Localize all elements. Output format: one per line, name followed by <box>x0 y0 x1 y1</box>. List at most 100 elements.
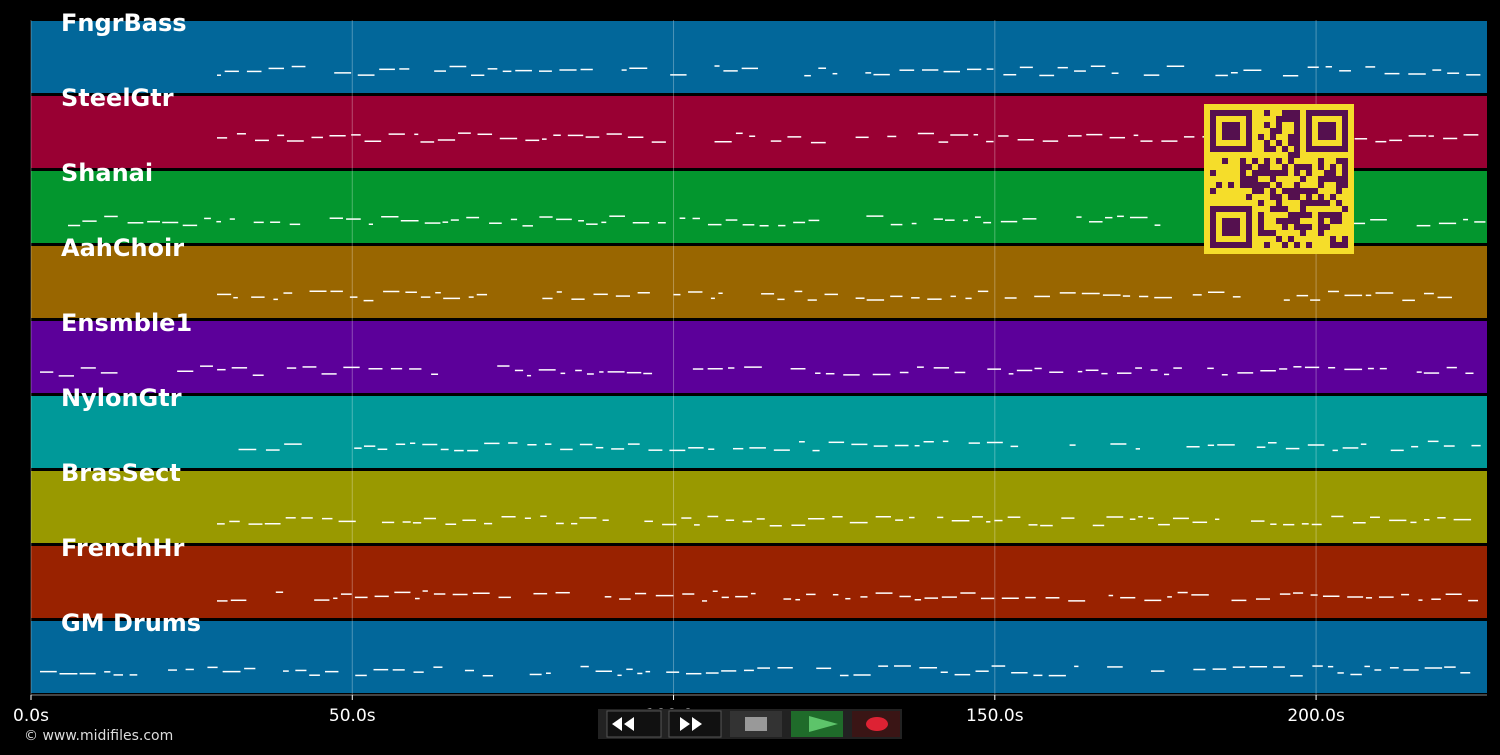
qr-module <box>1258 134 1264 140</box>
qr-module <box>1270 194 1276 200</box>
qr-module <box>1342 164 1348 170</box>
qr-module <box>1318 218 1324 224</box>
qr-module <box>1318 182 1324 188</box>
qr-module <box>1240 164 1246 170</box>
qr-module <box>1288 158 1294 164</box>
qr-module <box>1342 242 1348 248</box>
qr-module <box>1258 182 1264 188</box>
qr-module <box>1288 152 1294 158</box>
qr-module <box>1324 212 1330 218</box>
qr-module <box>1276 116 1282 122</box>
qr-module <box>1294 194 1300 200</box>
qr-finder <box>1222 122 1240 140</box>
play-button[interactable] <box>791 711 843 737</box>
qr-module <box>1282 110 1288 116</box>
qr-module <box>1246 194 1252 200</box>
qr-module <box>1318 158 1324 164</box>
qr-module <box>1252 182 1258 188</box>
qr-module <box>1294 152 1300 158</box>
qr-module <box>1318 200 1324 206</box>
qr-module <box>1276 122 1282 128</box>
qr-module <box>1264 164 1270 170</box>
qr-module <box>1294 182 1300 188</box>
track-band <box>31 471 1487 543</box>
qr-module <box>1324 200 1330 206</box>
qr-module <box>1282 218 1288 224</box>
qr-code <box>1204 104 1354 254</box>
qr-module <box>1282 206 1288 212</box>
qr-module <box>1276 206 1282 212</box>
qr-module <box>1294 128 1300 134</box>
qr-module <box>1300 212 1306 218</box>
qr-module <box>1264 122 1270 128</box>
track-label: Ensmble1 <box>61 309 192 337</box>
track-label: FngrBass <box>61 9 187 37</box>
qr-module <box>1330 218 1336 224</box>
qr-module <box>1282 146 1288 152</box>
qr-module <box>1264 140 1270 146</box>
track-label: GM Drums <box>61 609 201 637</box>
track-label: SteelGtr <box>61 84 174 112</box>
qr-module <box>1306 194 1312 200</box>
qr-module <box>1330 164 1336 170</box>
qr-module <box>1258 218 1264 224</box>
qr-module <box>1276 128 1282 134</box>
qr-module <box>1294 164 1300 170</box>
qr-module <box>1342 206 1348 212</box>
qr-module <box>1336 158 1342 164</box>
track-label: NylonGtr <box>61 384 182 412</box>
qr-finder <box>1318 122 1336 140</box>
qr-module <box>1294 116 1300 122</box>
qr-module <box>1294 140 1300 146</box>
rewind-button[interactable] <box>606 710 662 738</box>
qr-module <box>1258 170 1264 176</box>
qr-module <box>1324 176 1330 182</box>
qr-module <box>1312 188 1318 194</box>
qr-module <box>1330 176 1336 182</box>
grid <box>30 20 1317 695</box>
qr-module <box>1330 194 1336 200</box>
qr-module <box>1294 212 1300 218</box>
qr-module <box>1282 170 1288 176</box>
qr-module <box>1300 176 1306 182</box>
fast-forward-button[interactable] <box>668 710 722 738</box>
qr-module <box>1270 206 1276 212</box>
qr-module <box>1210 170 1216 176</box>
qr-module <box>1270 230 1276 236</box>
qr-module <box>1270 128 1276 134</box>
transport-controls <box>598 709 902 739</box>
qr-module <box>1300 224 1306 230</box>
qr-module <box>1240 176 1246 182</box>
qr-module <box>1288 140 1294 146</box>
qr-module <box>1276 158 1282 164</box>
track-band <box>31 546 1487 618</box>
record-button[interactable] <box>852 711 900 737</box>
qr-module <box>1258 164 1264 170</box>
qr-module <box>1342 176 1348 182</box>
qr-module <box>1342 170 1348 176</box>
qr-module <box>1336 188 1342 194</box>
qr-module <box>1264 182 1270 188</box>
track-band <box>31 21 1487 93</box>
qr-module <box>1240 158 1246 164</box>
qr-module <box>1288 212 1294 218</box>
qr-module <box>1330 212 1336 218</box>
qr-module <box>1306 170 1312 176</box>
qr-module <box>1264 170 1270 176</box>
track-band <box>31 321 1487 393</box>
qr-module <box>1294 170 1300 176</box>
qr-module <box>1270 188 1276 194</box>
tick-label: 0.0s <box>13 706 49 726</box>
qr-module <box>1312 200 1318 206</box>
qr-module <box>1336 212 1342 218</box>
qr-module <box>1336 242 1342 248</box>
stop-button[interactable] <box>730 711 782 737</box>
track-band <box>31 621 1487 693</box>
qr-module <box>1288 194 1294 200</box>
qr-module <box>1222 158 1228 164</box>
qr-module <box>1282 164 1288 170</box>
qr-module <box>1246 182 1252 188</box>
track-label: FrenchHr <box>61 534 184 562</box>
track-label: AahChoir <box>61 234 184 262</box>
qr-module <box>1300 200 1306 206</box>
